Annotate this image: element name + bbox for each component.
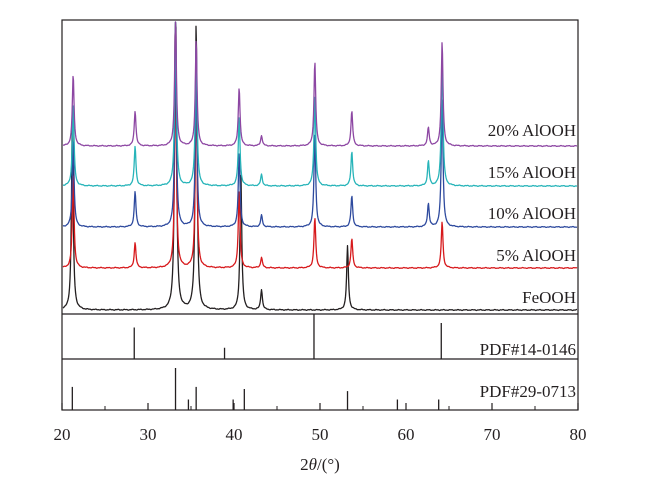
series-label: 20% AlOOH [488,121,576,140]
series-label: 5% AlOOH [496,246,576,265]
x-axis-label-variable: θ [309,455,317,474]
x-tick-label: 80 [570,425,587,444]
series-line [62,56,578,270]
x-tick-label: 40 [226,425,243,444]
x-axis-label-unit: /(°) [317,455,340,474]
diffraction-series [62,21,578,312]
x-axis-label: 2θ/(°) [300,455,340,474]
series-labels: PDF#14-0146 PDF#29-0713 FeOOH 5% AlOOH 10% A… [480,121,576,401]
series-line [62,41,578,229]
x-tick-label: 20 [54,425,71,444]
x-tick-label: 70 [484,425,501,444]
series-line [62,21,578,312]
series-line [62,21,578,148]
series-label: 10% AlOOH [488,204,576,223]
reference-patterns [71,314,442,410]
series-label: FeOOH [522,288,576,307]
x-tick-label: 30 [140,425,157,444]
reference-label: PDF#29-0713 [480,382,576,401]
x-tick-label: 60 [398,425,415,444]
x-axis-label-prefix: 2 [300,455,309,474]
series-label: 15% AlOOH [488,163,576,182]
series-line [62,21,578,188]
x-tick-label: 50 [312,425,329,444]
x-axis-ticks: 20 30 40 50 60 70 80 [54,403,587,444]
reference-label: PDF#14-0146 [480,340,576,359]
